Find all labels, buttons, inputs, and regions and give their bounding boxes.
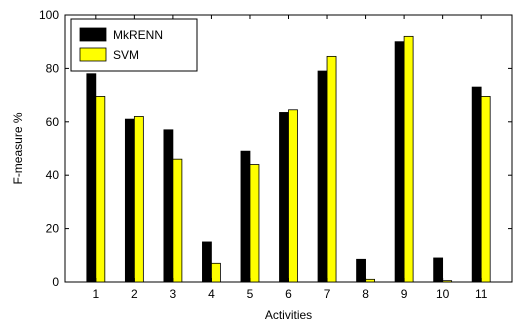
axes-group: 0 20 40 60 80 100 1 2 3 4 5 6 7 8 9 10 11 [39, 8, 512, 301]
x-tick-label-1: 1 [92, 287, 99, 301]
bar-mkrenn-4 [202, 241, 212, 283]
y-tick-label-60: 60 [46, 115, 60, 129]
x-tick-label-4: 4 [208, 287, 215, 301]
bar-svm-11 [480, 96, 491, 283]
y-tick-label-100: 100 [39, 8, 59, 22]
bar-mkrenn-7 [317, 70, 328, 283]
bar-mkrenn-10 [433, 257, 444, 283]
bar-svm-9 [403, 35, 414, 283]
legend-swatch-svm [79, 47, 107, 62]
bar-svm-4 [211, 262, 221, 283]
bar-mkrenn-5 [240, 150, 251, 283]
bar-mkrenn-2 [124, 118, 135, 283]
legend-box [70, 18, 198, 72]
y-tick-label-20: 20 [46, 222, 60, 236]
bar-mkrenn-3 [163, 129, 174, 283]
x-tick-label-6: 6 [285, 287, 292, 301]
bar-svm-10 [442, 280, 453, 283]
bar-svm-6 [288, 109, 298, 283]
bar-svm-3 [172, 158, 183, 283]
y-axis-label: F-measure % [11, 112, 25, 184]
legend-label-mkrenn: MkRENN [113, 28, 163, 42]
bar-mkrenn-8 [356, 258, 366, 283]
x-tick-label-3: 3 [170, 287, 177, 301]
legend-label-svm: SVM [113, 48, 139, 62]
x-tick-label-8: 8 [362, 287, 369, 301]
bar-mkrenn-9 [394, 41, 405, 283]
bar-mkrenn-1 [86, 73, 97, 283]
x-tick-label-9: 9 [401, 287, 408, 301]
y-tick-label-80: 80 [46, 61, 60, 75]
legend: MkRENN SVM [70, 18, 198, 72]
x-axis-label: Activities [265, 308, 312, 322]
legend-swatch-mkrenn [79, 27, 107, 42]
x-tick-label-5: 5 [247, 287, 254, 301]
bar-mkrenn-6 [279, 112, 289, 283]
x-tick-label-2: 2 [131, 287, 138, 301]
x-tick-label-7: 7 [324, 287, 331, 301]
x-tick-label-10: 10 [436, 287, 450, 301]
bar-mkrenn-11 [471, 86, 482, 283]
y-tick-label-0: 0 [52, 275, 59, 289]
bar-svm-7 [326, 55, 337, 283]
bars-group [86, 35, 491, 283]
bar-svm-2 [133, 116, 144, 283]
bar-svm-1 [95, 96, 106, 283]
y-tick-label-40: 40 [46, 168, 60, 182]
x-tick-label-11: 11 [475, 287, 488, 301]
bar-svm-5 [249, 164, 260, 283]
bar-svm-8 [365, 278, 375, 283]
